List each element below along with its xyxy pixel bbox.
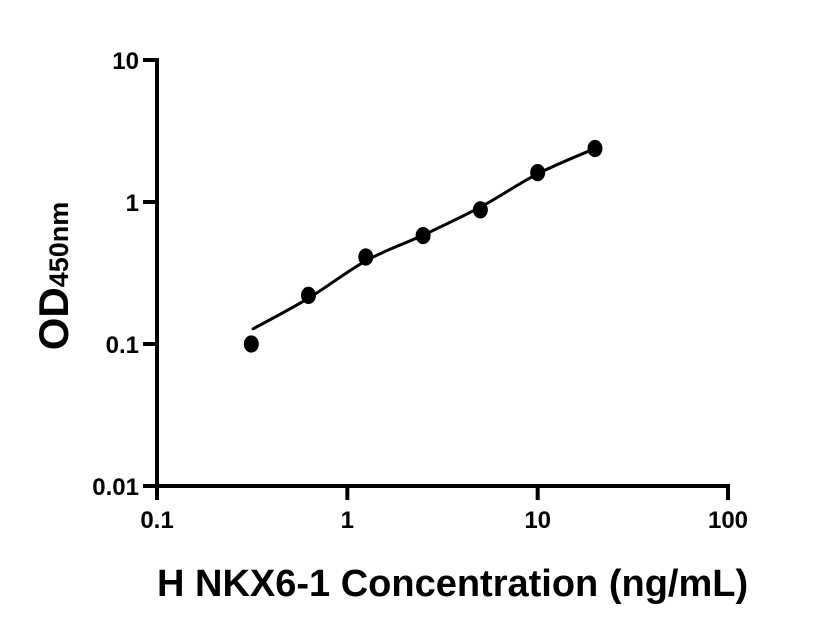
data-point-marker xyxy=(530,164,546,182)
data-point-marker xyxy=(472,201,488,219)
x-tick-label: 10 xyxy=(524,507,551,534)
y-axis-title-main: OD xyxy=(30,287,77,351)
x-tick-label: 100 xyxy=(708,507,748,534)
y-tick-label: 0.1 xyxy=(106,332,139,359)
y-tick-label: 10 xyxy=(112,48,139,75)
data-point-marker xyxy=(415,226,431,245)
data-point-marker xyxy=(243,335,259,353)
y-axis-title-subscript: 450nm xyxy=(44,201,74,288)
y-tick-label: 1 xyxy=(126,190,139,217)
data-point-marker xyxy=(300,286,316,304)
x-tick-label: 1 xyxy=(341,507,354,534)
data-point-marker xyxy=(587,139,603,158)
data-point-marker xyxy=(358,248,374,266)
x-tick-label: 0.1 xyxy=(140,507,173,534)
y-tick-label: 0.01 xyxy=(92,474,139,501)
x-axis-title: H NKX6-1 Concentration (ng/mL) xyxy=(157,563,749,605)
y-axis-title: OD 450nm xyxy=(30,186,77,366)
